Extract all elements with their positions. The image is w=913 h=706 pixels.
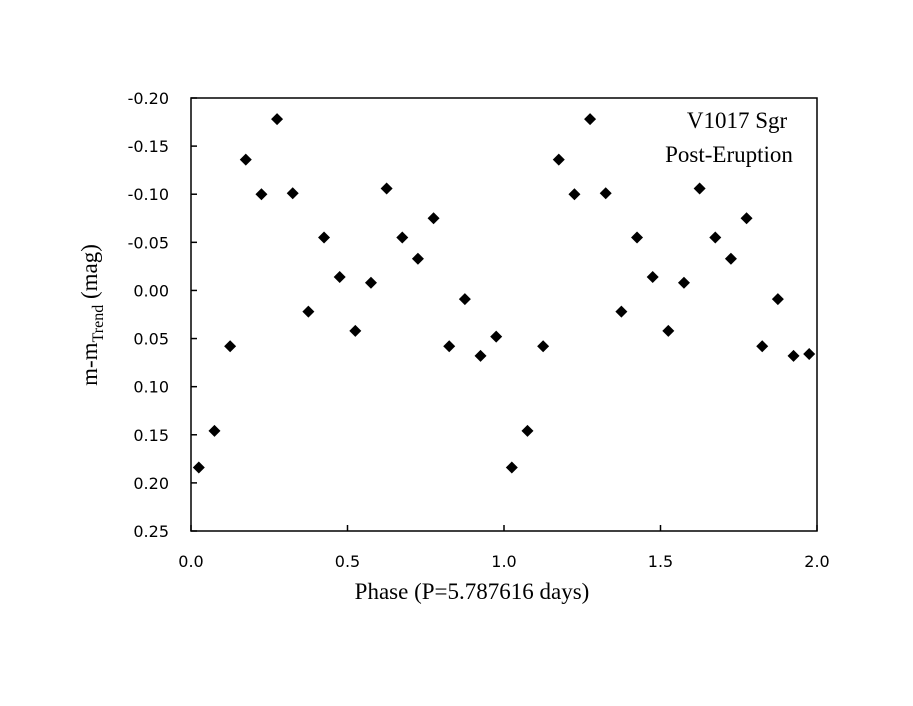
data-point [427, 212, 440, 225]
data-point [756, 340, 769, 353]
y-tick-label: 0.00 [133, 281, 169, 300]
y-tick-label: 0.25 [133, 522, 169, 541]
annotation-line-1: V1017 Sgr [687, 108, 788, 133]
x-axis: 0.0 0.5 1.0 1.5 2.0 [178, 525, 830, 571]
data-point [411, 252, 424, 265]
data-point [208, 424, 221, 437]
y-tick-label: -0.15 [128, 137, 169, 156]
data-point [474, 349, 487, 362]
data-point [192, 461, 205, 474]
data-point [255, 188, 268, 201]
data-point [646, 270, 659, 283]
data-point [771, 293, 784, 306]
data-points [192, 113, 816, 474]
data-point [318, 231, 331, 244]
data-point [615, 305, 628, 318]
y-tick-label: 0.10 [133, 378, 169, 397]
data-point [333, 270, 346, 283]
data-point [443, 340, 456, 353]
data-point [224, 340, 237, 353]
data-point [568, 188, 581, 201]
annotation-line-2: Post-Eruption [665, 142, 793, 167]
data-point [490, 330, 503, 343]
data-point [537, 340, 550, 353]
data-point [552, 153, 565, 166]
y-tick-label: -0.05 [128, 233, 169, 252]
data-point [803, 347, 816, 360]
data-point [396, 231, 409, 244]
y-axis-title: m-mTrend (mag) [77, 244, 107, 386]
data-point [677, 276, 690, 289]
data-point [286, 187, 299, 200]
data-point [787, 349, 800, 362]
data-point [302, 305, 315, 318]
data-point [505, 461, 518, 474]
data-point [239, 153, 252, 166]
y-tick-label: 0.20 [133, 474, 169, 493]
data-point [693, 182, 706, 195]
data-point [271, 113, 284, 126]
data-point [599, 187, 612, 200]
data-point [584, 113, 597, 126]
y-tick-label: -0.20 [128, 89, 169, 108]
y-axis: -0.20 -0.15 -0.10 -0.05 0.00 0.05 0.10 0.15 0.20… [128, 89, 197, 541]
x-axis-title: Phase (P=5.787616 days) [355, 579, 590, 604]
x-tick-label: 0.0 [178, 552, 203, 571]
x-tick-label: 1.0 [491, 552, 516, 571]
y-axis-title-main: m-m [77, 342, 102, 386]
y-tick-label: 0.05 [133, 330, 169, 349]
data-point [740, 212, 753, 225]
y-axis-title-unit: (mag) [77, 244, 102, 305]
y-axis-title-subscript: Trend [90, 305, 107, 343]
data-point [724, 252, 737, 265]
x-tick-label: 2.0 [804, 552, 829, 571]
data-point [458, 293, 471, 306]
data-point [380, 182, 393, 195]
y-tick-label: 0.15 [133, 426, 169, 445]
data-point [521, 424, 534, 437]
x-tick-label: 0.5 [335, 552, 360, 571]
data-point [662, 324, 675, 337]
data-point [349, 324, 362, 337]
y-tick-label: -0.10 [128, 185, 169, 204]
data-point [364, 276, 377, 289]
data-point [631, 231, 644, 244]
data-point [709, 231, 722, 244]
x-tick-label: 1.5 [648, 552, 673, 571]
